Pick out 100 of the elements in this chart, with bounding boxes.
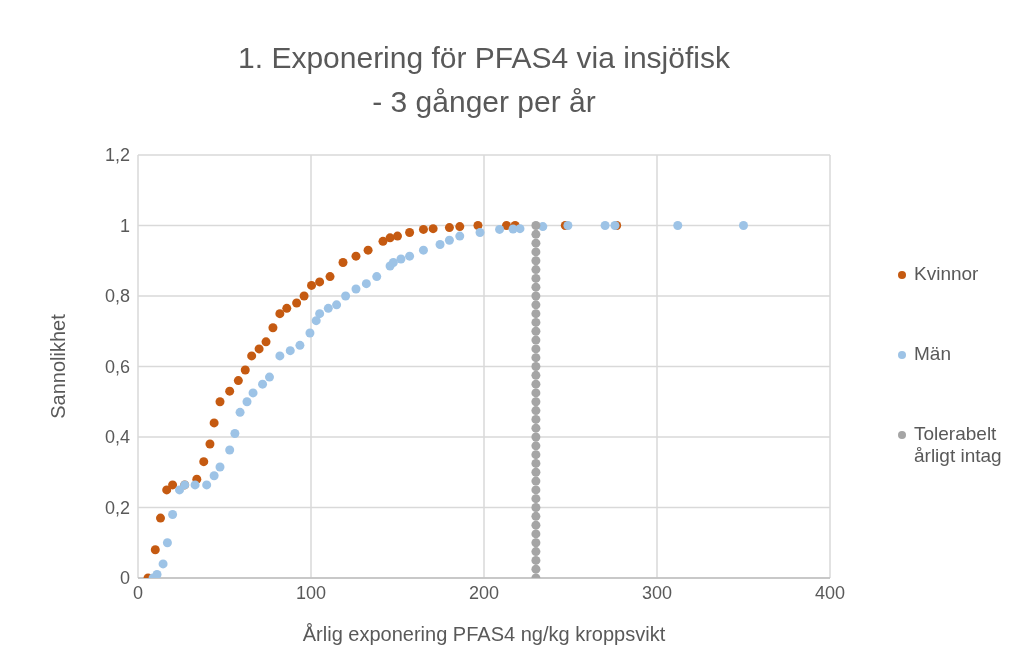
point [155, 513, 165, 523]
point [299, 291, 309, 301]
y-axis-title: Sannolikhet [47, 313, 70, 419]
point [531, 538, 541, 548]
point [428, 224, 438, 234]
point [531, 335, 541, 345]
point [531, 362, 541, 371]
y-tick-label: 1 [119, 215, 130, 236]
point [215, 397, 225, 407]
y-tick-label: 0,4 [104, 427, 130, 448]
point [531, 441, 541, 451]
point [190, 480, 200, 490]
point [531, 432, 541, 442]
point [351, 251, 361, 261]
point [225, 445, 235, 455]
point [372, 272, 382, 282]
point [315, 309, 325, 319]
legend-label: Tolerabelt årligt intag [914, 423, 1003, 467]
y-tick-label: 1,2 [104, 145, 130, 166]
point [531, 317, 541, 327]
point [531, 379, 541, 389]
point [275, 351, 285, 361]
point [531, 458, 541, 468]
point [531, 388, 541, 398]
point [405, 251, 415, 261]
point [444, 235, 454, 245]
point [531, 238, 541, 248]
point [230, 428, 240, 438]
point [531, 503, 541, 512]
point [531, 300, 541, 310]
point [264, 372, 274, 382]
point [351, 284, 361, 294]
point [531, 326, 541, 336]
point [531, 450, 541, 460]
point [235, 407, 245, 417]
point [215, 462, 225, 472]
point [254, 344, 264, 354]
point [531, 476, 541, 486]
y-tick-label: 0,2 [104, 497, 130, 518]
point [150, 545, 160, 555]
point [305, 328, 315, 338]
point [531, 221, 541, 230]
point [307, 280, 317, 290]
point [233, 376, 243, 386]
point [242, 397, 252, 407]
point [152, 569, 162, 578]
point [225, 386, 235, 396]
point [338, 258, 348, 268]
point [531, 282, 541, 292]
chart-title: 1. Exponering för PFAS4 via insjöfisk - 3 gånger per år [237, 40, 731, 120]
point [378, 236, 388, 246]
point [531, 309, 541, 319]
point [531, 423, 541, 433]
point [531, 344, 541, 354]
point [209, 418, 219, 428]
point [295, 340, 305, 350]
x-axis-title: Årlig exponering PFAS4 ng/kg kroppsvikt [302, 623, 666, 645]
point [455, 231, 465, 241]
point [199, 457, 209, 467]
point [531, 229, 541, 239]
point [311, 316, 321, 326]
point [531, 485, 541, 495]
legend-label: Män [914, 343, 951, 365]
x-tick-label: 300 [641, 582, 673, 603]
point [531, 291, 541, 301]
x-tick-label: 100 [295, 582, 327, 603]
point [600, 221, 610, 230]
point [435, 240, 445, 250]
point [531, 564, 541, 574]
y-tick-label: 0 [119, 568, 130, 589]
point [292, 298, 302, 308]
legend-label: Kvinnor [914, 263, 979, 285]
point [531, 467, 541, 477]
x-tick-label: 200 [468, 582, 500, 603]
point [531, 247, 541, 257]
point [240, 365, 250, 375]
point [205, 439, 215, 449]
point [202, 480, 212, 490]
point [673, 221, 683, 230]
point [531, 370, 541, 380]
point [515, 224, 525, 234]
point [332, 300, 342, 310]
point [168, 480, 178, 490]
point [325, 272, 335, 282]
point [315, 277, 325, 287]
point [495, 224, 505, 234]
point [531, 256, 541, 266]
point [531, 353, 541, 363]
point [444, 223, 454, 233]
x-tick-label: 400 [814, 582, 846, 603]
point [531, 265, 541, 275]
point [405, 228, 415, 238]
point [393, 231, 402, 241]
point [531, 529, 541, 539]
point [209, 471, 219, 481]
point [418, 224, 428, 234]
point [531, 520, 541, 530]
point [261, 337, 271, 347]
point [531, 494, 541, 504]
point [168, 510, 178, 520]
